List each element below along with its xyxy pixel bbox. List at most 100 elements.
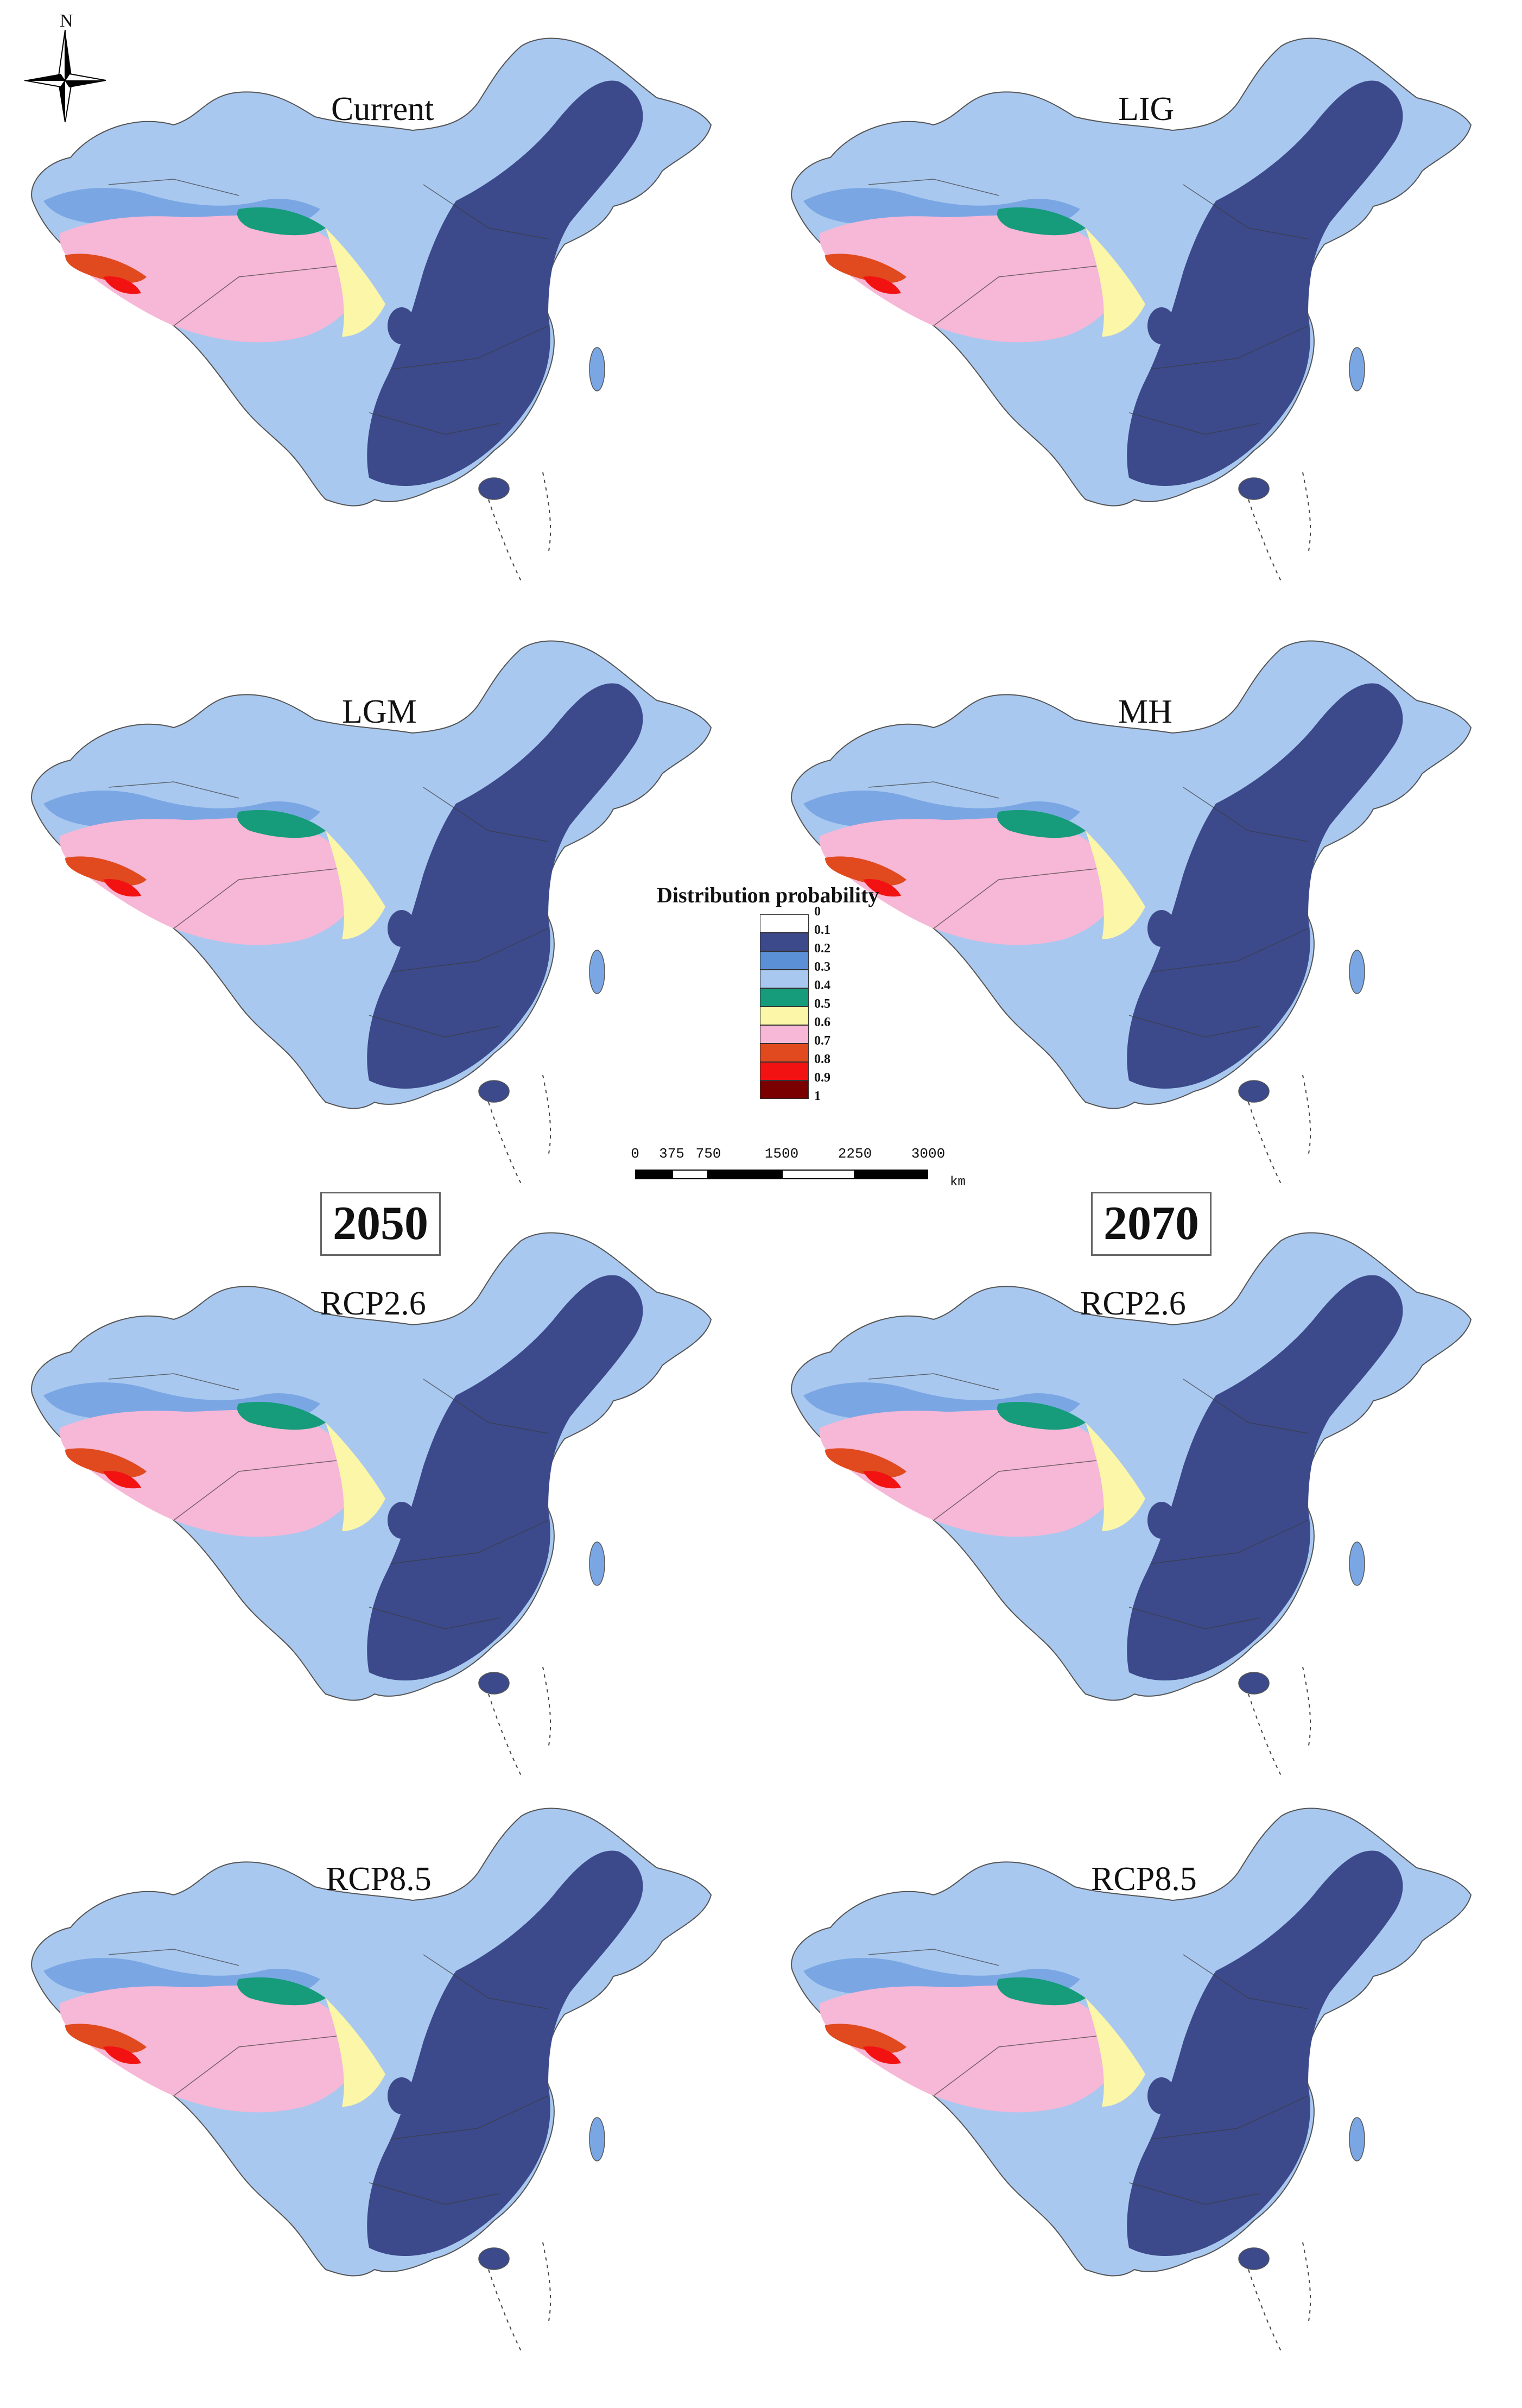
low-suitability-region [1127,683,1403,1089]
island-region [1238,1080,1270,1103]
sichuan-basin-region [1147,910,1176,947]
scale-tick-label: 3000 [911,1146,946,1162]
plateau-region [819,215,1124,343]
high-suitability-region [863,2046,901,2064]
island-region [589,950,605,994]
low-suitability-region [367,683,643,1089]
legend-swatch [760,1080,809,1099]
province-boundary [108,179,549,435]
scale-tick-label: 1500 [764,1146,799,1162]
legend-title: Distribution probability [657,883,879,907]
legend-break-label: 0.7 [814,1034,830,1048]
low-suitability-region [367,80,643,486]
legend-break-label: 0.6 [814,1015,830,1029]
high-suitability-region [103,276,141,294]
plateau-region [819,1410,1124,1537]
panel-label-mh: MH [1118,693,1172,730]
island-region [1349,2117,1365,2161]
year-box-2070: 2070 [1091,1192,1212,1256]
island-region [1238,1672,1270,1695]
moderate-suitability-region [1086,831,1145,939]
sichuan-basin-region [388,1502,416,1539]
province-boundary [108,781,549,1038]
scale-segment [635,1170,672,1179]
legend-swatch [760,951,809,970]
island-region [478,1080,510,1103]
maritime-boundary [1248,1666,1311,1776]
compass-rose-icon [24,29,106,123]
high-suitability-region [863,1471,901,1489]
moderate-suitability-region [1086,228,1145,337]
legend-row: 0.8 [760,1052,879,1080]
plateau-region [819,818,1124,945]
low-suitability-region [367,1850,643,2256]
plateau-region [59,1410,364,1537]
legend-break-label: 0.9 [814,1071,830,1085]
legend-swatch [760,1062,809,1080]
island-region [478,477,510,500]
high-suitability-region [863,276,901,294]
island-region [589,347,605,391]
high-suitability-region [65,254,147,283]
legend-break-label: 0.2 [814,941,830,956]
plateau-region [59,818,364,945]
north-label: N [60,11,73,31]
legend-swatch [760,1025,809,1044]
panel-label-lig: LIG [1118,91,1175,128]
panel-label-2070-rcp26: RCP2.6 [1080,1285,1186,1322]
legend-break-label: 0.1 [814,923,830,937]
moderate-suitability-region [1086,1423,1145,1531]
scale-tick-label: 2250 [838,1146,872,1162]
moderate-suitability-region [237,810,326,838]
legend: Distribution probability 0 0.1 0.2 0.3 0.4 0.… [651,882,879,1103]
panel-label-current: Current [331,91,434,128]
legend-swatch [760,1044,809,1062]
scale-tick-label: 375 [659,1146,684,1162]
legend-row: 0.2 [760,941,879,970]
high-suitability-region [65,2024,147,2053]
high-suitability-region [103,1471,141,1489]
maritime-boundary [488,1075,551,1184]
plateau-region [59,215,364,343]
island-region [1238,2247,1270,2270]
low-suitability-region [1127,1275,1403,1680]
moderate-suitability-region [237,1977,326,2006]
scale-segment [671,1170,708,1179]
scale-bar: km 0 375 750 1500 2250 3000 [631,1146,972,1194]
island-region [1238,477,1270,500]
island-region [1349,950,1365,994]
legend-break-label: 0 [814,905,821,919]
sichuan-basin-region [1147,2077,1176,2114]
island-region [1349,347,1365,391]
sichuan-basin-region [388,910,416,947]
panel-label-lgm: LGM [342,693,417,730]
maritime-boundary [488,1666,551,1776]
legend-body: 0 0.1 0.2 0.3 0.4 0.5 0.6 0.7 0.8 0.9 1 [760,905,879,1103]
maritime-boundary [1248,2242,1311,2352]
legend-row: 0.9 1 [760,1071,879,1103]
high-suitability-region [825,2024,906,2053]
panel-label-2070-rcp85: RCP8.5 [1091,1861,1197,1898]
legend-break-label: 0.5 [814,997,830,1011]
province-boundary [108,1949,549,2205]
moderate-suitability-region [326,1998,385,2107]
island-region [478,1672,510,1695]
panel-label-2050-rcp26: RCP2.6 [320,1285,426,1322]
legend-swatch [760,933,809,951]
moderate-suitability-region [1086,1998,1145,2107]
legend-row: 0.1 [760,923,879,951]
legend-row: 0.6 [760,1015,879,1044]
scale-unit: km [950,1175,966,1190]
legend-break-label: 1 [814,1089,821,1103]
legend-swatch [760,914,809,933]
moderate-suitability-region [997,1401,1086,1430]
province-boundary [868,179,1309,435]
legend-break-label: 0.3 [814,960,830,974]
legend-row: 0 [760,905,879,933]
legend-row: 0.5 [760,997,879,1025]
moderate-suitability-region [997,207,1086,236]
legend-break-label: 0.4 [814,978,830,993]
legend-row: 0.3 [760,960,879,988]
legend-row: 0.7 [760,1034,879,1062]
high-suitability-region [863,879,901,897]
